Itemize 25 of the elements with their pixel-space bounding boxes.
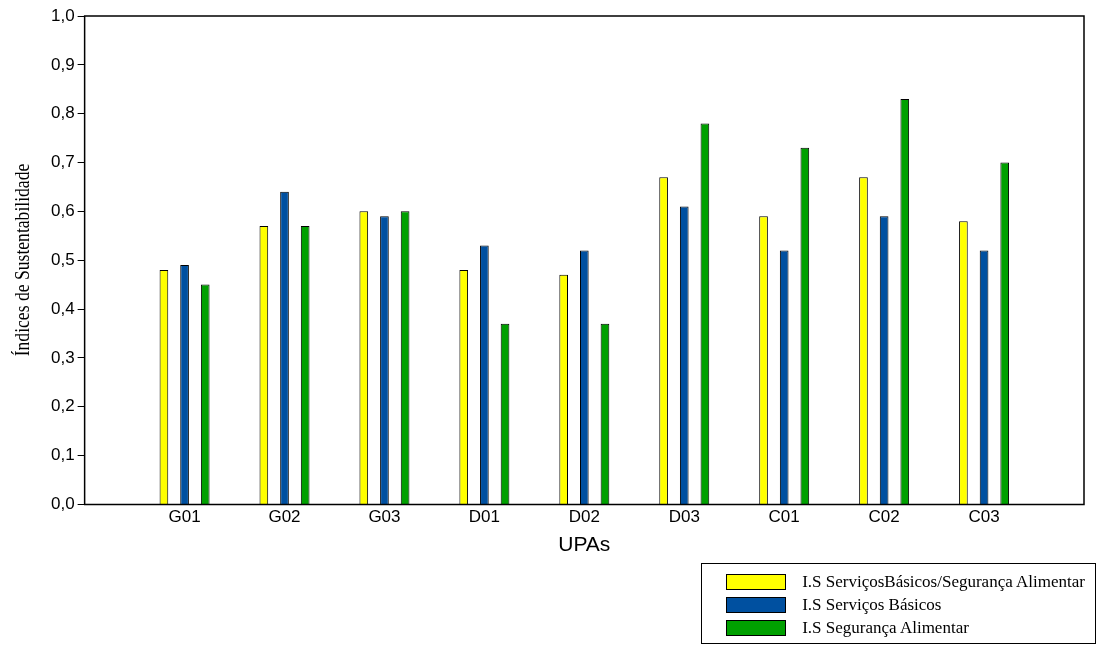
x-tick-label: D02 <box>568 507 600 527</box>
x-tick-label: G02 <box>268 507 301 527</box>
y-tick-label: 0,7 <box>50 152 75 172</box>
x-tick-label: C03 <box>968 507 1000 527</box>
x-tick-label: G03 <box>368 507 401 527</box>
legend-label: I.S Segurança Alimentar <box>802 617 969 638</box>
x-tick-label: D03 <box>668 507 700 527</box>
y-tick-label: 0,1 <box>50 445 75 465</box>
y-tick-label: 0,2 <box>50 396 75 416</box>
y-tick-label: 1,0 <box>50 5 75 25</box>
y-tick-label: 0,6 <box>50 201 75 221</box>
y-tick-label: 0,9 <box>50 54 75 74</box>
x-tick-label: C02 <box>868 507 900 527</box>
y-tick-label: 0,5 <box>50 249 75 269</box>
y-tick-label: 0,4 <box>50 298 75 318</box>
legend-label: I.S Serviços Básicos <box>802 594 942 615</box>
y-axis-title: Índices de Sustentabilidade <box>8 163 35 357</box>
y-tick-label: 0,3 <box>50 347 75 367</box>
x-tick-label: C01 <box>768 507 800 527</box>
y-tick-label: 0,0 <box>50 494 75 514</box>
x-axis-title: UPAs <box>558 532 611 556</box>
y-tick-label: 0,8 <box>50 103 75 123</box>
x-tick-label: G01 <box>168 507 201 527</box>
x-tick-label: D01 <box>468 507 500 527</box>
legend-label: I.S ServiçosBásicos/Segurança Alimentar <box>802 571 1085 592</box>
